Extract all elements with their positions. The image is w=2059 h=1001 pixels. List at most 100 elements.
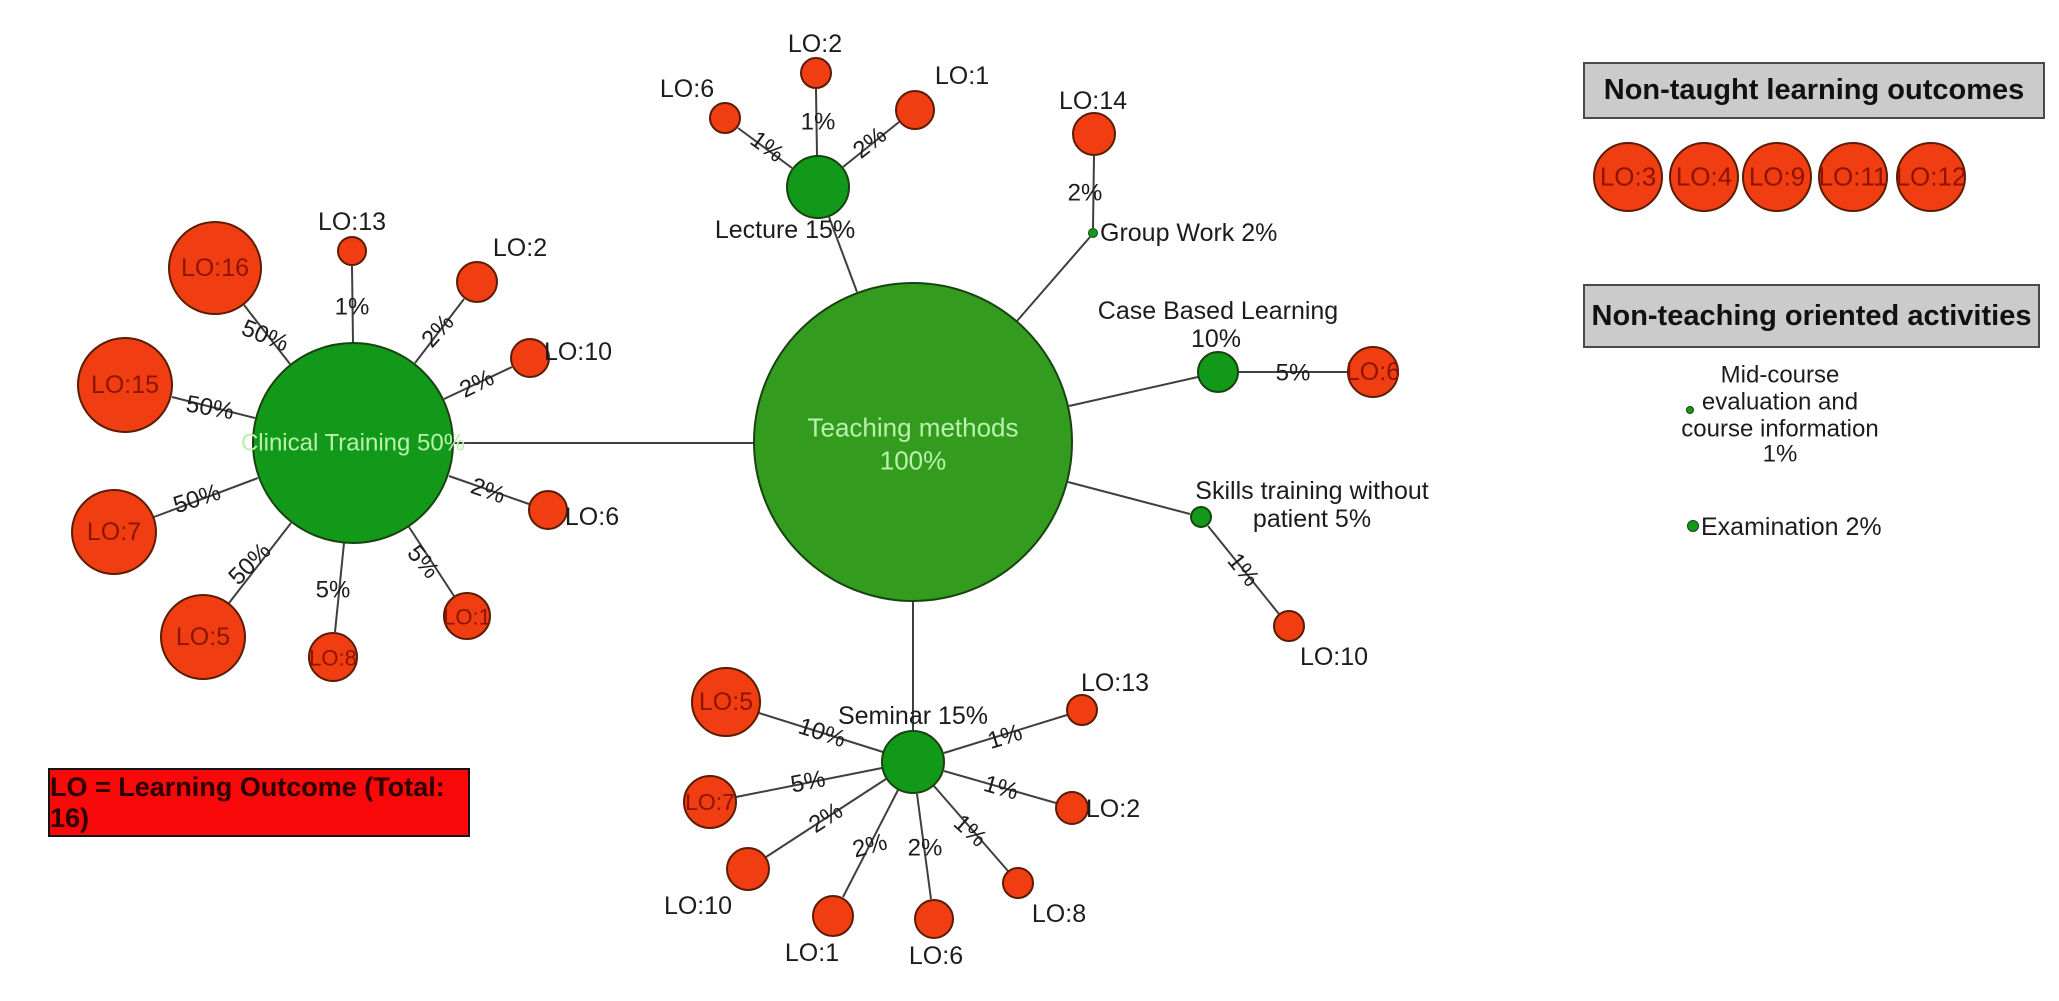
clinical-lo5-node (160, 594, 246, 680)
edge-lecture-lo6 (737, 127, 793, 169)
clinical-lo7-label: LO:7 (86, 517, 142, 546)
cbl-lo6-pct: 5% (1275, 359, 1311, 387)
clinical-lo10-node (510, 338, 550, 378)
seminar-lo1-node (812, 895, 854, 937)
edge-groupwork-lo14 (1092, 155, 1095, 229)
clinical-lo2-node (456, 261, 498, 303)
clinical-lo1-label: LO:1 (443, 604, 491, 630)
nontaught-lo11-label: LO:11 (1818, 161, 1888, 192)
mid-course-dot (1686, 406, 1694, 414)
seminar-lo7-node (683, 775, 737, 829)
seminar-lo2-node (1055, 791, 1089, 825)
lecture-lo6-label: LO:6 (659, 74, 715, 103)
examination-dot (1687, 520, 1699, 532)
edge-central-skills (1067, 481, 1191, 515)
clinical-lo8-label: LO:8 (309, 645, 357, 671)
group-work-hub (1088, 228, 1098, 238)
edge-seminar-lo6 (916, 793, 932, 900)
clinical-lo15-label: LO:15 (90, 370, 160, 399)
mid-course-line3: course information (1681, 415, 1879, 443)
edge-skills-lo10 (1207, 525, 1280, 615)
edge-lecture-lo1 (842, 121, 900, 168)
clinical-lo13-label: LO:13 (317, 207, 387, 236)
edge-clinical-lo8 (334, 542, 345, 633)
teaching-methods-hub (753, 282, 1073, 602)
non-teaching-header-label: Non-teaching oriented activities (1591, 299, 2032, 332)
clinical-lo16-node (168, 221, 262, 315)
seminar-lo10-node (726, 847, 770, 891)
legend-text: LO = Learning Outcome (Total: 16) (50, 771, 445, 833)
cbl-title-line1: Case Based Learning (1097, 296, 1339, 325)
edge-seminar-lo2 (943, 770, 1057, 804)
lecture-lo1-label: LO:1 (934, 61, 990, 90)
cbl-lo6-node (1347, 346, 1399, 398)
seminar-lo13-node (1066, 694, 1098, 726)
seminar-lo7-label: LO:7 (685, 788, 735, 815)
clinical-lo10-label: LO:10 (543, 337, 613, 366)
skills-training-hub (1190, 506, 1212, 528)
nontaught-lo9-node (1742, 142, 1812, 212)
seminar-lo2-label: LO:2 (1085, 794, 1141, 823)
clinical-lo16-label: LO:16 (180, 253, 250, 282)
clinical-lo7-node (71, 489, 157, 575)
teaching-methods-title-line2: 100% (879, 445, 947, 476)
seminar-title: Seminar 15% (837, 701, 989, 730)
seminar-lo6-label: LO:6 (908, 941, 964, 970)
nontaught-lo4-node (1669, 142, 1739, 212)
lecture-lo2-node (800, 57, 832, 89)
nontaught-lo9-label: LO:9 (1748, 161, 1806, 192)
edge-central-cbl (1068, 376, 1199, 407)
lecture-title: Lecture 15% (714, 215, 856, 244)
lecture-lo2-pct: 1% (800, 108, 836, 136)
clinical-lo6-label: LO:6 (564, 502, 620, 531)
edge-seminar-lo1 (842, 789, 899, 898)
clinical-lo5-label: LO:5 (175, 622, 231, 651)
seminar-lo6-node (914, 899, 954, 939)
skills-lo10-label: LO:10 (1299, 642, 1369, 671)
group-work-title: Group Work 2% (1100, 218, 1278, 247)
mid-course-line1: Mid-course (1720, 361, 1840, 389)
clinical-lo8-node (308, 632, 358, 682)
mid-course-pct: 1% (1762, 440, 1798, 468)
seminar-hub (881, 730, 945, 794)
examination-label: Examination 2% (1701, 512, 1882, 541)
nontaught-lo3-node (1593, 142, 1663, 212)
edge-seminar-lo10 (765, 778, 887, 858)
edge-seminar-lo5 (758, 712, 884, 753)
seminar-lo8-label: LO:8 (1031, 899, 1087, 928)
clinical-training-title: Clinical Training 50% (240, 429, 466, 457)
edge-clinical-lo7 (153, 477, 259, 518)
seminar-lo6-pct: 2% (907, 834, 943, 862)
edge-clinical-lo5 (228, 522, 292, 604)
seminar-lo13-label: LO:13 (1080, 668, 1150, 697)
seminar-lo5-node (691, 667, 761, 737)
edge-clinical-lo10 (443, 366, 513, 400)
edge-central-groupwork (1016, 236, 1091, 322)
clinical-lo6-node (528, 490, 568, 530)
clinical-lo13-node (337, 236, 367, 266)
edge-seminar-lo7 (735, 767, 883, 798)
mid-course-line2: evaluation and (1701, 388, 1859, 416)
groupwork-lo14-pct: 2% (1067, 179, 1103, 207)
edge-central-lecture (828, 216, 858, 293)
nontaught-lo12-node (1896, 142, 1966, 212)
clinical-lo13-pct: 1% (334, 293, 370, 321)
edge-clinical-lo2 (414, 298, 465, 364)
lecture-lo1-node (895, 90, 935, 130)
case-based-learning-hub (1197, 351, 1239, 393)
clinical-training-hub (252, 342, 454, 544)
nontaught-lo11-node (1818, 142, 1888, 212)
non-taught-header: Non-taught learning outcomes (1583, 62, 2045, 119)
clinical-lo8-pct: 5% (315, 576, 351, 604)
edge-clinical-lo13 (351, 265, 354, 343)
lecture-hub (786, 155, 850, 219)
edge-seminar-lo13 (943, 714, 1068, 754)
nontaught-lo12-label: LO:12 (1895, 161, 1967, 192)
edge-clinical-lo6 (448, 475, 530, 505)
cbl-lo6-label: LO:6 (1345, 357, 1401, 386)
legend-box: LO = Learning Outcome (Total: 16) (48, 768, 470, 837)
nontaught-lo4-label: LO:4 (1675, 161, 1733, 192)
edge-clinical-lo16 (243, 304, 291, 365)
